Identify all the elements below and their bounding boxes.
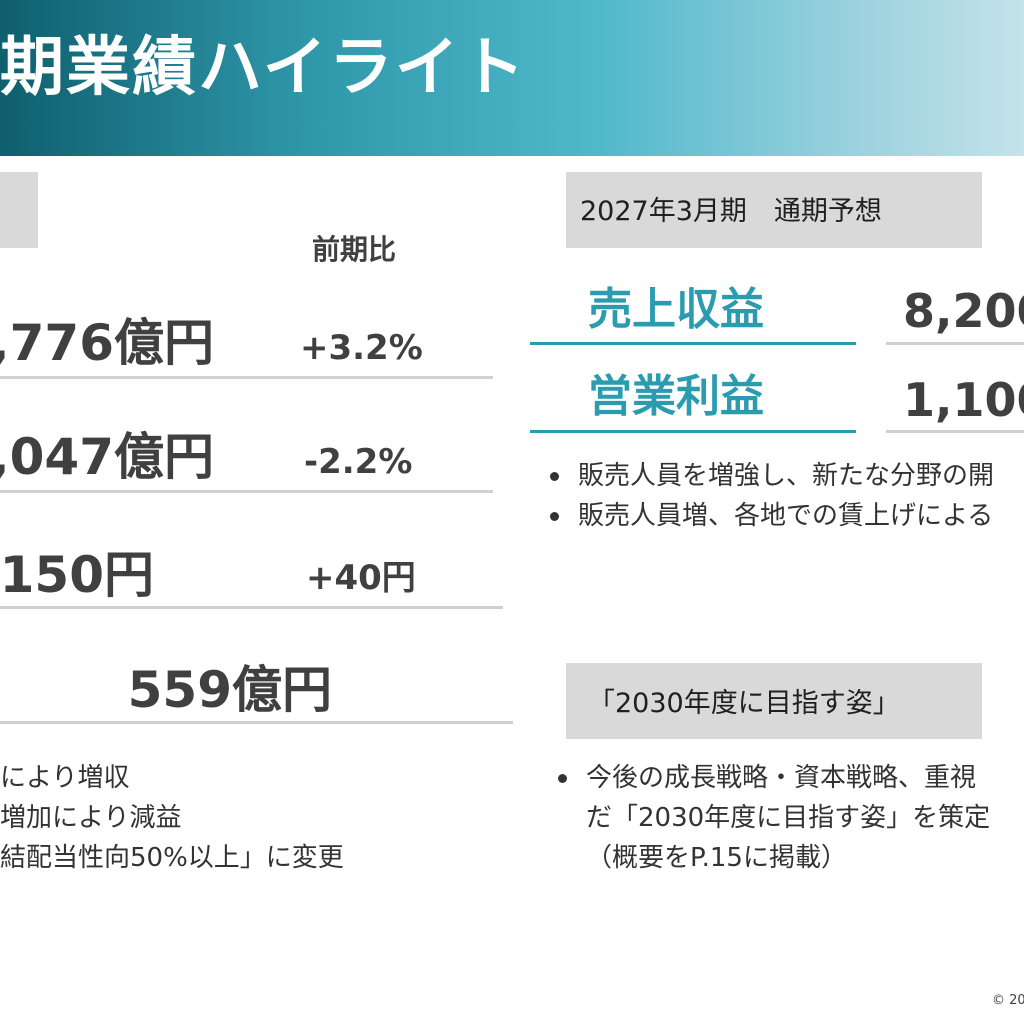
forecast-op-profit-value: 1,100 (903, 373, 1024, 427)
page-title: 期業績ハイライト (0, 31, 527, 105)
row-divider (886, 342, 1024, 345)
forecast-revenue-value: 8,200 (903, 284, 1024, 338)
fourth-value: 559億円 (127, 661, 332, 719)
forecast-title: 2027年3月期 通期予想 (580, 196, 882, 227)
forecast-label-box (566, 172, 982, 248)
row-divider (886, 430, 1024, 433)
dividend-value: 150円 (0, 546, 154, 604)
row-divider (0, 606, 503, 609)
dividend-change: +40円 (306, 558, 416, 598)
forecast-op-profit-label: 営業利益 (588, 371, 764, 422)
revenue-value: 7,776億円 (0, 314, 214, 372)
row-divider (0, 721, 513, 724)
vision-line: 今後の成長戦略・資本戦略、重視 (586, 763, 977, 793)
row-divider (0, 376, 493, 379)
vision-title: 「2030年度に目指す姿」 (588, 688, 900, 719)
teal-divider (530, 342, 856, 345)
forecast-revenue-label: 売上収益 (588, 284, 764, 335)
vision-label-box (566, 663, 982, 739)
row-divider (0, 490, 493, 493)
bullet-dot (558, 774, 567, 783)
left-note: 増加により減益 (0, 803, 182, 833)
revenue-change: +3.2% (300, 328, 423, 368)
vision-line: （概要をP.15に掲載） (586, 843, 847, 873)
left-note: により増収 (0, 763, 130, 793)
operating-profit-value: 1,047億円 (0, 428, 214, 486)
left-note: 結配当性向50%以上」に変更 (0, 843, 344, 873)
bullet-dot (550, 512, 559, 521)
vision-line: だ「2030年度に目指す姿」を策定 (586, 803, 991, 833)
yoy-column-header: 前期比 (312, 233, 397, 266)
copyright: © 20 (992, 993, 1024, 1008)
forecast-bullet: 販売人員増、各地での賃上げによる (578, 501, 994, 531)
forecast-bullet: 販売人員を増強し、新たな分野の開 (578, 461, 995, 491)
teal-divider (530, 430, 856, 433)
header-banner: 期業績ハイライト (0, 0, 1024, 156)
bullet-dot (550, 472, 559, 481)
operating-profit-change: -2.2% (304, 442, 413, 482)
left-section-label-box (0, 172, 38, 248)
